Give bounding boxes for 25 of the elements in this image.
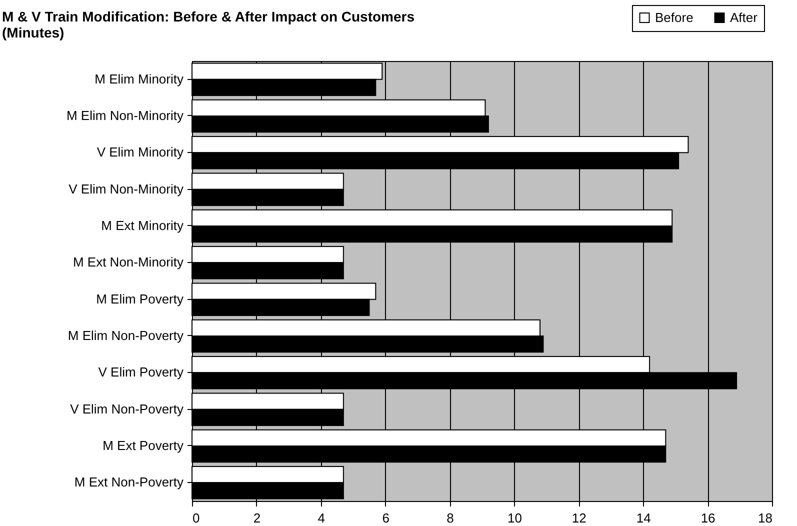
y-tick-label: V Elim Non-Minority (68, 181, 184, 196)
x-tick-label: 10 (507, 510, 522, 526)
y-tick-label: M Ext Non-Poverty (74, 474, 184, 490)
y-tick-label: V Elim Poverty (98, 364, 184, 380)
x-tick-label: 18 (758, 510, 772, 526)
y-tick-label: M Ext Minority (101, 218, 184, 233)
chart-title: M & V Train Modification: Before & After Impact on Customers (Minutes) (2, 8, 415, 40)
y-tick-label: M Elim Minority (94, 71, 184, 86)
y-tick-label: M Elim Non-Minority (66, 108, 184, 123)
x-tick-label: 16 (700, 510, 716, 526)
x-tick-label: 2 (253, 510, 261, 526)
x-tick-label: 0 (192, 510, 200, 526)
y-tick-label: M Elim Non-Poverty (68, 328, 184, 343)
legend-label: Before (655, 10, 694, 25)
x-tick-label: 12 (572, 510, 586, 526)
x-tick-label: 8 (446, 510, 454, 526)
y-tick-label: V Elim Minority (96, 144, 184, 160)
x-tick-label: 4 (318, 510, 326, 526)
y-tick-label: V Elim Non-Poverty (70, 401, 184, 416)
y-tick-label: M Ext Poverty (102, 438, 184, 453)
y-tick-label: M Ext Non-Minority (72, 254, 184, 270)
y-tick-label: M Elim Poverty (96, 291, 184, 306)
x-tick-label: 6 (382, 510, 390, 526)
legend-label: After (730, 10, 758, 25)
x-tick-label: 14 (636, 510, 651, 526)
